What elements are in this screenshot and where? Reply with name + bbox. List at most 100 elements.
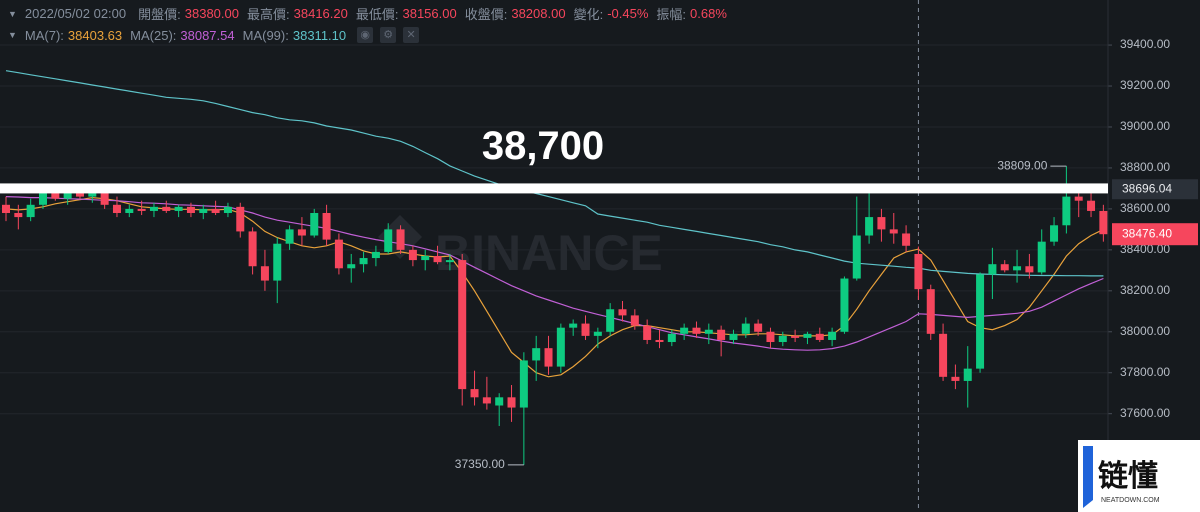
candle-body [865, 217, 874, 236]
field-label: 最低價: [355, 7, 399, 22]
candle-body [914, 253, 923, 290]
field-value: 38416.20 [293, 6, 348, 21]
legend-button[interactable]: ⚙ [380, 27, 397, 43]
candle-body [26, 204, 35, 218]
candle-body [667, 333, 676, 343]
candle-body [2, 204, 10, 213]
logo-bg [1078, 440, 1200, 512]
candle-body [655, 339, 664, 343]
candle-body [248, 231, 257, 267]
candle-body [877, 217, 886, 230]
candle-body [236, 206, 245, 232]
last-price: 38476.40 [1122, 226, 1172, 240]
field-value: 0.68% [690, 6, 727, 21]
field-label: 振幅: [656, 7, 687, 22]
candle-body [297, 229, 306, 236]
candle-body [692, 327, 701, 334]
candle-body [273, 243, 282, 281]
collapse-icon[interactable]: ▼ [8, 8, 17, 19]
y-tick-label: 39400.00 [1120, 37, 1170, 51]
field-label: 最高價: [247, 7, 290, 22]
candle-body [359, 258, 368, 265]
legend-label: MA(99): [242, 27, 289, 43]
candle-body [581, 323, 590, 336]
candle-body [199, 208, 208, 213]
candle-body [408, 249, 417, 261]
candle-body [778, 335, 787, 343]
candle-body [803, 333, 812, 338]
candle-body [322, 212, 331, 240]
candle-body [14, 212, 23, 218]
candle-body [285, 229, 294, 244]
candle-body [544, 348, 553, 367]
candle-body [680, 327, 689, 334]
datetime: 2022/05/02 02:00 [24, 6, 127, 21]
y-tick-label: 38000.00 [1120, 324, 1170, 338]
legend-value: 38311.10 [292, 27, 347, 43]
candle-body [38, 192, 47, 205]
legend-button[interactable]: ✕ [403, 27, 420, 43]
candle-body [717, 329, 726, 340]
candle-body [162, 206, 171, 211]
legend-button[interactable]: ◉ [357, 27, 374, 43]
candle-body [470, 389, 479, 398]
collapse-icon[interactable]: ▼ [8, 30, 17, 40]
candle-body [482, 397, 491, 404]
field-label: 收盤價: [464, 7, 508, 22]
field-value: -0.45% [607, 6, 649, 21]
field-label: 開盤價: [138, 7, 181, 22]
high-annotation-label: 38809.00 [997, 158, 1047, 172]
candle-body [51, 192, 60, 199]
legend-value: 38087.54 [180, 27, 235, 43]
candle-body [630, 315, 639, 326]
candle-body [75, 190, 84, 197]
candle-body [951, 376, 960, 381]
legend-value: 38403.63 [67, 27, 123, 43]
watermark-text: BINANCE [435, 225, 663, 281]
candle-body [569, 323, 578, 328]
candle-body [704, 329, 713, 334]
y-tick-label: 39200.00 [1120, 78, 1170, 92]
candle-body [112, 204, 121, 213]
candle-body [840, 278, 849, 332]
candle-body [396, 229, 405, 250]
candle-body [125, 208, 134, 213]
candle-body [433, 256, 442, 263]
candle-body [186, 206, 195, 213]
candle-body [939, 333, 948, 377]
candle-body [828, 331, 837, 340]
legend-label: MA(7): [24, 27, 64, 43]
candle-body [310, 212, 319, 236]
field-value: 38208.00 [511, 6, 566, 21]
candle-body [100, 190, 109, 205]
candle-body [988, 264, 997, 275]
y-tick-label: 38400.00 [1120, 242, 1170, 256]
candle-body [556, 327, 565, 367]
y-tick-label: 38200.00 [1120, 283, 1170, 297]
candle-body [766, 331, 775, 343]
ohlc-legend: ▼ 2022/05/02 02:00 開盤價: 38380.00 最高價: 3841… [8, 4, 731, 23]
candle-body [791, 335, 800, 338]
field-value: 38156.00 [402, 6, 457, 21]
legend-label: MA(25): [130, 27, 177, 43]
candle-body [852, 235, 861, 279]
candle-body [445, 260, 454, 263]
candle-body [902, 233, 911, 246]
y-tick-label: 37600.00 [1120, 406, 1170, 420]
candle-body [618, 309, 627, 316]
candle-body [643, 325, 652, 340]
reference-label: 38,700 [482, 124, 604, 168]
candle-body [926, 289, 935, 334]
candle-body [1025, 266, 1034, 273]
y-tick-label: 37800.00 [1120, 365, 1170, 379]
low-annotation-label: 37350.00 [455, 457, 505, 471]
candle-body [741, 323, 750, 334]
candle-body [754, 323, 763, 332]
field-label: 變化: [573, 7, 604, 22]
candle-body [606, 309, 615, 332]
y-tick-label: 38800.00 [1120, 160, 1170, 174]
candle-body [260, 266, 269, 281]
candle-body [1099, 210, 1108, 235]
